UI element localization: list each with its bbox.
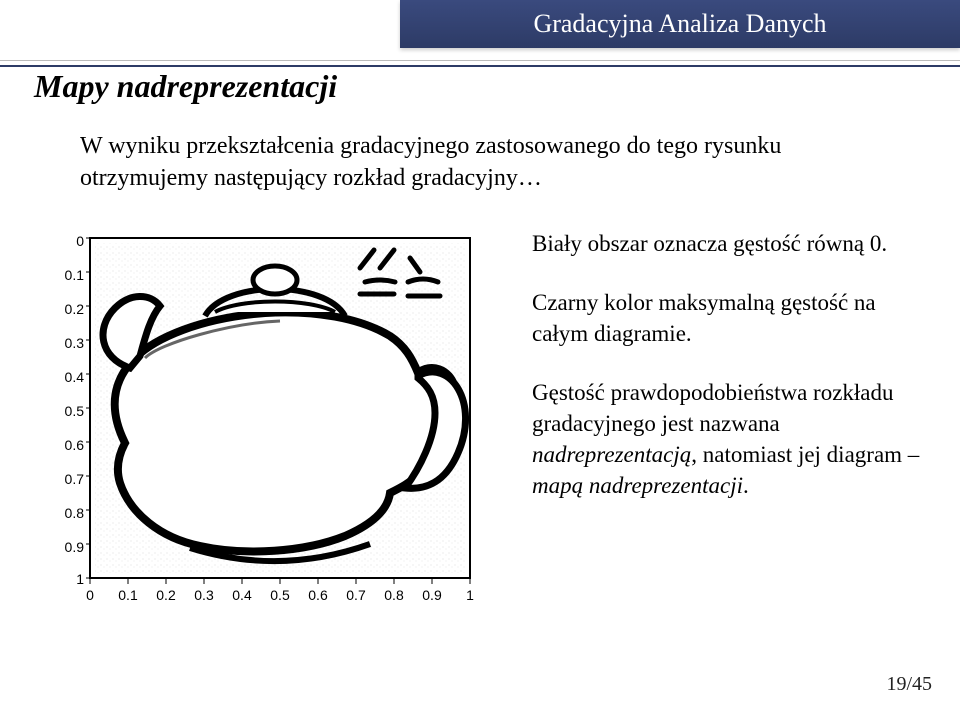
- svg-text:0.3: 0.3: [194, 587, 214, 603]
- svg-text:1: 1: [76, 571, 84, 587]
- svg-text:0.9: 0.9: [422, 587, 442, 603]
- svg-text:0: 0: [76, 233, 84, 249]
- header-underline: [0, 60, 960, 67]
- svg-text:0.2: 0.2: [156, 587, 176, 603]
- header-brand-bar: Gradacyjna Analiza Danych: [400, 0, 960, 48]
- svg-text:0.1: 0.1: [118, 587, 138, 603]
- density-figure: 0 0.1 0.2 0.3 0.4 0.5 0.6 0.7 0.8 0.9 1: [40, 228, 500, 628]
- svg-text:0.3: 0.3: [65, 335, 85, 351]
- svg-text:0.6: 0.6: [308, 587, 328, 603]
- p3-part-b: , natomiast jej diagram –: [691, 442, 919, 467]
- svg-text:0.5: 0.5: [65, 403, 85, 419]
- svg-text:0.5: 0.5: [270, 587, 290, 603]
- svg-text:0.7: 0.7: [65, 471, 85, 487]
- svg-text:0: 0: [86, 587, 94, 603]
- svg-text:0.1: 0.1: [65, 267, 85, 283]
- header-area: Gradacyjna Analiza Danych Mapy nadreprez…: [0, 0, 960, 90]
- page-title: Mapy nadreprezentacji: [34, 68, 337, 105]
- p3-em1: nadreprezentacją: [532, 442, 691, 467]
- paragraph-white: Biały obszar oznacza gęstość równą 0.: [532, 228, 920, 259]
- p3-em2: mapą nadreprezentacji: [532, 473, 743, 498]
- p3-part-c: .: [743, 473, 749, 498]
- page-number: 19/45: [886, 673, 932, 696]
- svg-text:0.2: 0.2: [65, 301, 85, 317]
- p3-part-a: Gęstość prawdopodobieństwa rozkładu grad…: [532, 380, 894, 436]
- teapot-density-svg: 0 0.1 0.2 0.3 0.4 0.5 0.6 0.7 0.8 0.9 1: [40, 228, 500, 628]
- svg-text:0.9: 0.9: [65, 539, 85, 555]
- svg-text:0.7: 0.7: [346, 587, 366, 603]
- svg-text:0.8: 0.8: [65, 505, 85, 521]
- svg-text:0.6: 0.6: [65, 437, 85, 453]
- paragraph-definition: Gęstość prawdopodobieństwa rozkładu grad…: [532, 377, 920, 501]
- svg-text:0.4: 0.4: [232, 587, 252, 603]
- right-column: Biały obszar oznacza gęstość równą 0. Cz…: [532, 228, 920, 529]
- content-row: 0 0.1 0.2 0.3 0.4 0.5 0.6 0.7 0.8 0.9 1: [40, 228, 920, 628]
- slide: Gradacyjna Analiza Danych Mapy nadreprez…: [0, 0, 960, 712]
- svg-text:0.4: 0.4: [65, 369, 85, 385]
- intro-paragraph: W wyniku przekształcenia gradacyjnego za…: [80, 130, 900, 195]
- svg-text:1: 1: [466, 587, 474, 603]
- svg-text:0.8: 0.8: [384, 587, 404, 603]
- paragraph-black: Czarny kolor maksymalną gęstość na całym…: [532, 287, 920, 349]
